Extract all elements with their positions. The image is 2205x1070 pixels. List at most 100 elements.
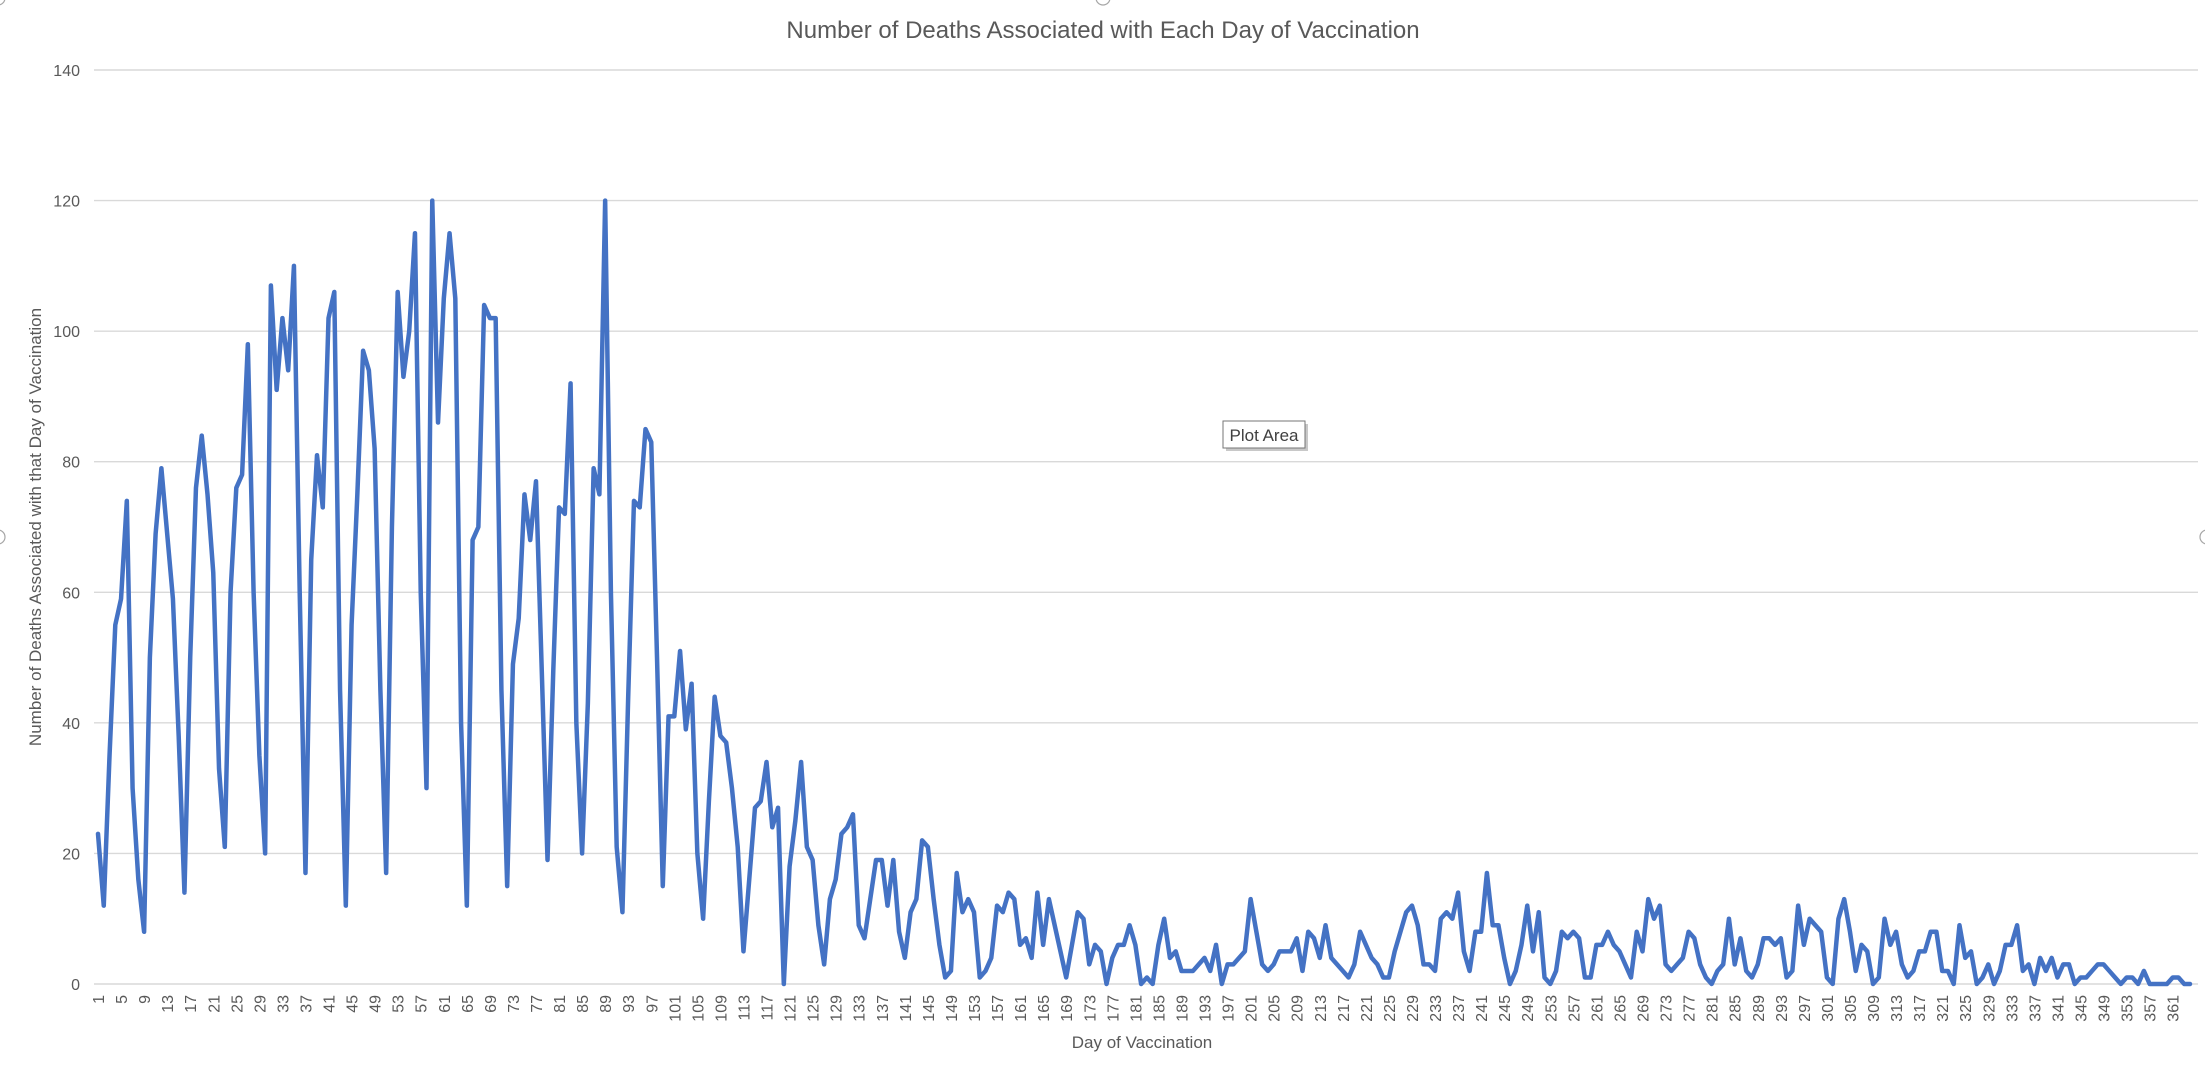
data-point	[188, 655, 192, 659]
data-point	[251, 590, 255, 594]
data-point	[1888, 943, 1892, 947]
data-point	[1571, 930, 1575, 934]
data-point	[303, 871, 307, 875]
data-point	[280, 316, 284, 320]
right-resize-handle[interactable]	[2199, 529, 2205, 545]
data-point	[931, 897, 935, 901]
data-point	[286, 368, 290, 372]
data-point	[1790, 969, 1794, 973]
data-point	[1237, 956, 1241, 960]
data-point	[568, 381, 572, 385]
data-point	[2176, 975, 2180, 979]
data-point	[1704, 975, 1708, 979]
x-tick-label: 317	[1912, 995, 1929, 1022]
data-point	[2153, 982, 2157, 986]
x-tick-label: 289	[1751, 995, 1768, 1022]
data-point	[978, 975, 982, 979]
data-point	[1617, 949, 1621, 953]
data-point	[672, 714, 676, 718]
data-point	[718, 734, 722, 738]
data-point	[2119, 982, 2123, 986]
chart-title: Number of Deaths Associated with Each Da…	[786, 17, 1419, 44]
data-point	[401, 375, 405, 379]
data-point	[2055, 975, 2059, 979]
x-tick-label: 265	[1612, 995, 1629, 1022]
data-point	[949, 969, 953, 973]
data-point	[816, 923, 820, 927]
data-point	[125, 499, 129, 503]
x-tick-label: 209	[1290, 995, 1307, 1022]
x-tick-label: 329	[1981, 995, 1998, 1022]
data-point	[1150, 982, 1154, 986]
top-left-resize-handle[interactable]	[0, 0, 6, 6]
data-point	[989, 956, 993, 960]
data-point	[2084, 975, 2088, 979]
x-tick-label: 253	[1543, 995, 1560, 1022]
data-point	[1773, 943, 1777, 947]
data-point	[1312, 936, 1316, 940]
data-point	[1531, 949, 1535, 953]
data-point	[1686, 930, 1690, 934]
data-point	[1565, 936, 1569, 940]
x-tick-label: 249	[1520, 995, 1537, 1022]
data-point	[851, 812, 855, 816]
data-point	[488, 316, 492, 320]
x-tick-label: 333	[2004, 995, 2021, 1022]
data-point	[1848, 930, 1852, 934]
x-tick-label: 1	[91, 995, 108, 1004]
plot-area[interactable]	[95, 198, 2193, 987]
data-point	[534, 479, 538, 483]
data-point	[217, 766, 221, 770]
data-point	[234, 486, 238, 490]
data-point	[643, 427, 647, 431]
data-point	[1041, 943, 1045, 947]
data-point	[1525, 903, 1529, 907]
data-point	[1271, 962, 1275, 966]
data-point	[1381, 975, 1385, 979]
data-point	[349, 623, 353, 627]
data-point	[96, 832, 100, 836]
x-axis-title: Day of Vaccination	[1072, 1033, 1212, 1052]
x-tick-label: 205	[1267, 995, 1284, 1022]
data-point	[1756, 962, 1760, 966]
tooltip-box	[1222, 420, 1306, 449]
data-point	[805, 845, 809, 849]
data-point	[511, 662, 515, 666]
data-point	[2130, 975, 2134, 979]
chart-selection-handles[interactable]	[0, 0, 2205, 545]
data-point	[632, 499, 636, 503]
x-tick-label: 225	[1382, 995, 1399, 1022]
x-tick-label: 345	[2074, 995, 2091, 1022]
data-point	[655, 655, 659, 659]
data-point	[1375, 962, 1379, 966]
series-line-deaths[interactable]	[95, 198, 2193, 987]
data-point	[857, 923, 861, 927]
data-point	[1462, 949, 1466, 953]
data-point	[1698, 962, 1702, 966]
x-tick-label: 89	[598, 995, 615, 1013]
data-point	[1744, 969, 1748, 973]
data-point	[712, 695, 716, 699]
x-tick-label: 313	[1889, 995, 1906, 1022]
x-tick-label: 237	[1451, 995, 1468, 1022]
data-point	[799, 760, 803, 764]
data-point	[1001, 910, 1005, 914]
data-point	[649, 440, 653, 444]
data-point	[666, 714, 670, 718]
x-tick-label: 301	[1820, 995, 1837, 1022]
data-point	[839, 832, 843, 836]
data-point	[263, 851, 267, 855]
data-point	[557, 505, 561, 509]
x-tick-label: 197	[1221, 995, 1238, 1022]
top-resize-handle[interactable]	[1095, 0, 1111, 6]
data-point	[2049, 956, 2053, 960]
x-tick-label: 297	[1797, 995, 1814, 1022]
data-point	[1836, 917, 1840, 921]
data-point	[2078, 975, 2082, 979]
left-resize-handle[interactable]	[0, 529, 6, 545]
data-point	[1099, 949, 1103, 953]
data-point	[707, 799, 711, 803]
data-point	[2171, 975, 2175, 979]
data-point	[603, 198, 607, 202]
